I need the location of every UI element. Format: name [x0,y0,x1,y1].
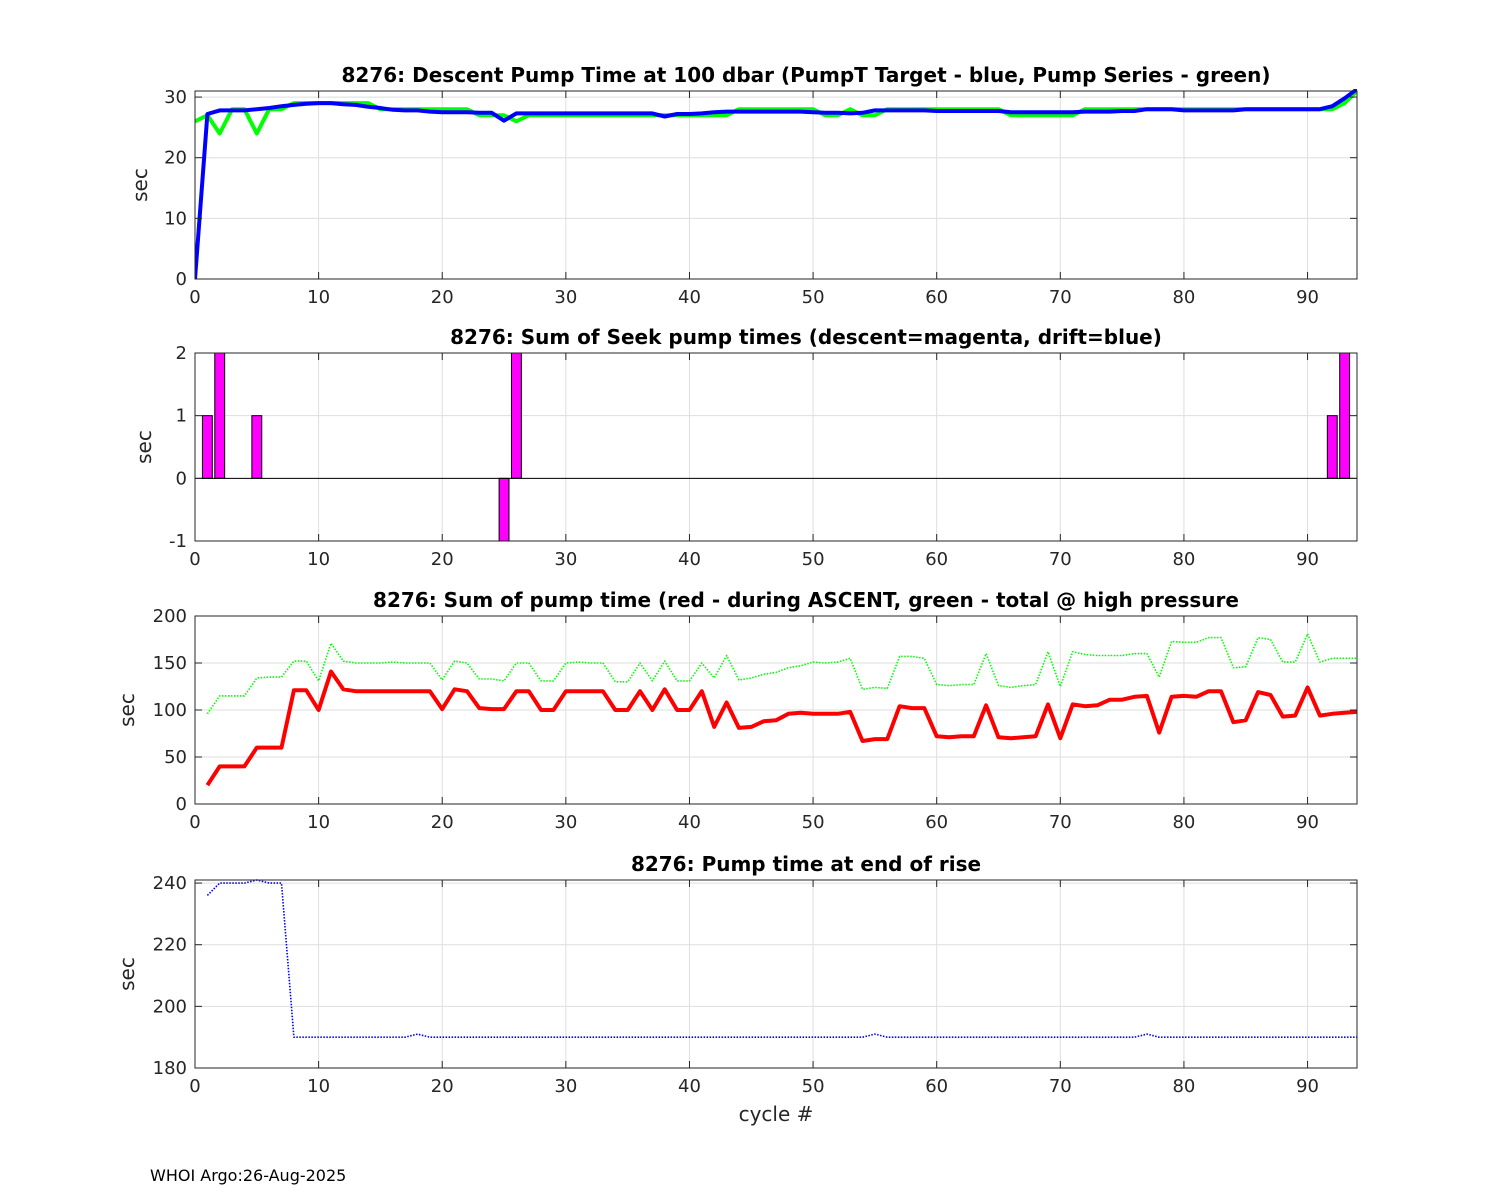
x-tick-label: 10 [307,287,330,308]
chart-title: 8276: Sum of pump time (red - during ASC… [373,588,1239,612]
x-tick-label: 30 [554,549,577,570]
y-tick-label: 20 [164,148,187,169]
x-tick-label: 50 [802,1076,825,1097]
x-tick-label: 80 [1172,549,1195,570]
bar [498,477,510,542]
x-tick-label: 20 [431,549,454,570]
chart-title: 8276: Pump time at end of rise [631,852,981,876]
plot-area [195,91,1357,279]
x-tick-label: 90 [1296,1076,1319,1097]
y-tick-label: 100 [153,700,187,721]
chart-panel-4: 0 10 20 30 40 50 60 70 80 90 180 200 220 240 8276: Pum… [115,852,1358,1126]
y-tick-label: 240 [153,873,187,894]
x-tick-label: 10 [307,812,330,833]
x-tick-label: 10 [307,549,330,570]
y-tick-label: 150 [153,653,187,674]
x-tick-label: 0 [189,1076,200,1097]
axes-box [194,90,1358,280]
series-line-red [205,669,1357,787]
x-tick-label: 20 [431,287,454,308]
x-tick-label: 30 [554,1076,577,1097]
x-tick-label: 70 [1049,812,1072,833]
plot-area [195,353,1357,541]
y-tick-label: 0 [176,468,187,489]
x-tick-label: 70 [1049,287,1072,308]
y-tick-label: 10 [164,208,187,229]
x-tick-label: 50 [802,812,825,833]
x-tick-label: 0 [189,549,200,570]
x-tick-label: 0 [189,812,200,833]
x-tick-label: 70 [1049,549,1072,570]
x-tick-label: 60 [925,287,948,308]
x-tick-label: 0 [189,287,200,308]
y-tick-label: 30 [164,87,187,108]
x-tick-label: 80 [1172,1076,1195,1097]
plot-area [195,880,1357,1068]
x-tick-label: 20 [431,812,454,833]
y-axis-label: sec [132,430,156,464]
y-tick-label: -1 [169,531,187,552]
chart-panel-3: 0 10 20 30 40 50 60 70 80 90 0 50 100 150 200 8276: Sum… [115,588,1358,833]
x-tick-label: 50 [802,549,825,570]
y-tick-label: 200 [153,996,187,1017]
bar [251,415,263,479]
x-tick-label: 30 [554,812,577,833]
chart-panel-1: 0 10 20 30 40 50 60 70 80 90 0 10 20 30 8276: Descent … [128,63,1358,308]
y-tick-label: 0 [176,269,187,290]
x-tick-label: 80 [1172,287,1195,308]
x-tick-label: 70 [1049,1076,1072,1097]
bar [1326,415,1338,479]
x-tick-label: 60 [925,549,948,570]
series-line-blue [195,89,1357,280]
bar [201,415,213,479]
y-axis-label: sec [115,693,139,727]
x-tick-label: 10 [307,1076,330,1097]
x-tick-label: 90 [1296,287,1319,308]
x-tick-label: 50 [802,287,825,308]
y-tick-label: 2 [176,343,187,364]
x-tick-label: 80 [1172,812,1195,833]
x-tick-label: 60 [925,812,948,833]
bar [510,352,522,479]
x-tick-label: 90 [1296,812,1319,833]
axes-box [194,879,1358,1069]
x-tick-label: 60 [925,1076,948,1097]
y-tick-label: 200 [153,606,187,627]
footer-stamp: WHOI Argo:26-Aug-2025 [150,1166,347,1185]
chart-title: 8276: Descent Pump Time at 100 dbar (Pum… [342,63,1271,87]
x-tick-label: 40 [678,812,701,833]
axes-box [194,352,1358,542]
bar [214,352,226,479]
series-line-blue [206,879,1357,1038]
y-tick-label: 1 [176,406,187,427]
chart-title: 8276: Sum of Seek pump times (descent=ma… [450,325,1162,349]
y-tick-label: 180 [153,1058,187,1079]
x-tick-label: 20 [431,1076,454,1097]
x-axis-label: cycle # [739,1102,814,1126]
x-tick-label: 90 [1296,549,1319,570]
y-tick-label: 50 [164,747,187,768]
y-axis-label: sec [115,957,139,991]
y-tick-label: 0 [176,794,187,815]
y-axis-label: sec [128,168,152,202]
x-tick-label: 40 [678,1076,701,1097]
x-tick-label: 40 [678,549,701,570]
x-tick-label: 40 [678,287,701,308]
y-tick-label: 220 [153,935,187,956]
series-line-green [206,633,1357,715]
bar [1339,352,1351,479]
x-tick-label: 30 [554,287,577,308]
